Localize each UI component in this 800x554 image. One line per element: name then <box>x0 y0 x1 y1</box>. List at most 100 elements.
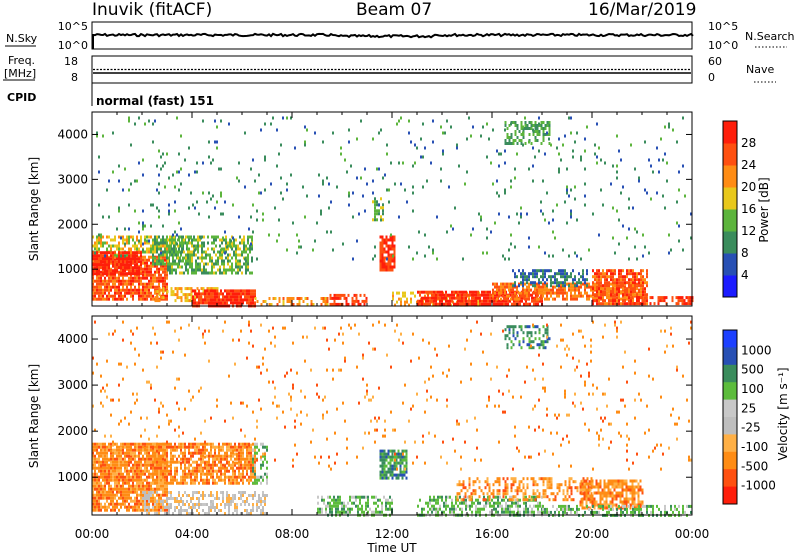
power-cell <box>138 161 140 165</box>
velocity-cell <box>140 448 142 452</box>
power-cell <box>142 273 144 277</box>
power-cell <box>179 265 181 269</box>
power-cell <box>676 221 678 225</box>
velocity-cell <box>132 442 134 446</box>
power-cell <box>144 238 146 242</box>
velocity-cell <box>112 454 114 458</box>
velocity-cell <box>242 478 244 482</box>
power-cell <box>483 296 485 300</box>
velocity-cell <box>124 502 126 506</box>
power-cell <box>535 302 537 306</box>
power-cell <box>241 250 243 254</box>
velocity-cell <box>156 442 158 446</box>
velocity-cell <box>130 448 132 452</box>
power-cell <box>355 296 358 300</box>
power-cell <box>468 116 470 120</box>
power-cell <box>402 294 404 298</box>
power-cell <box>128 247 130 251</box>
velocity-cell <box>256 451 258 455</box>
power-cell <box>189 259 191 263</box>
velocity-cell <box>106 481 108 485</box>
velocity-cell <box>214 463 216 467</box>
power-cell <box>212 295 214 299</box>
power-cell <box>661 299 664 303</box>
power-cell <box>540 121 543 124</box>
power-cell <box>424 294 426 298</box>
power-cell <box>116 288 118 292</box>
power-cell <box>104 288 106 292</box>
power-cell <box>100 257 102 261</box>
power-cell <box>465 296 467 300</box>
power-cell <box>616 287 618 291</box>
velocity-cell <box>152 463 154 467</box>
freq-tick-high: 18 <box>64 55 78 68</box>
power-cell <box>337 296 340 300</box>
power-cell <box>114 282 116 286</box>
velocity-cell <box>218 460 220 464</box>
power-cell <box>432 251 434 255</box>
power-cell <box>566 297 568 301</box>
power-cell <box>594 293 596 297</box>
power-cell <box>100 241 102 245</box>
velocity-cell <box>166 463 168 467</box>
power-cell <box>150 291 152 295</box>
power-cell <box>146 297 148 301</box>
power-cell <box>98 241 100 245</box>
power-cell <box>449 296 451 300</box>
power-cell <box>494 221 496 225</box>
power-cell <box>514 121 517 124</box>
power-cell <box>632 299 634 303</box>
velocity-cell <box>196 460 198 464</box>
power-cell <box>626 272 628 276</box>
power-cell <box>600 281 602 285</box>
cpid-label: CPID <box>7 91 36 104</box>
power-cell <box>152 273 154 277</box>
velocity-cell <box>168 442 170 446</box>
velocity-cell <box>98 457 100 461</box>
power-cell <box>254 289 256 293</box>
power-cell <box>523 302 525 306</box>
power-cell <box>628 296 630 300</box>
power-cell <box>130 266 132 270</box>
power-cell <box>260 191 262 195</box>
velocity-cell <box>158 469 160 473</box>
power-cell <box>600 287 602 291</box>
velocity-cell <box>146 469 148 473</box>
power-cell <box>548 130 551 133</box>
power-cell <box>473 299 475 303</box>
velocity-cell <box>208 472 210 476</box>
power-cell <box>507 302 509 306</box>
power-cell <box>628 206 630 210</box>
power-cell <box>108 282 110 286</box>
power-cell <box>239 235 241 239</box>
velocity-cell <box>134 445 136 449</box>
velocity-cell <box>162 481 164 485</box>
power-cell <box>628 302 630 306</box>
power-cell <box>481 302 483 306</box>
power-cell <box>574 275 576 279</box>
power-cell <box>379 235 382 239</box>
power-cell <box>514 297 516 301</box>
velocity-cell <box>132 454 134 458</box>
power-cell <box>114 238 116 242</box>
power-cell <box>244 257 246 261</box>
power-cell <box>168 256 170 260</box>
power-cell <box>556 294 558 298</box>
power-cell <box>102 254 104 258</box>
velocity-cell <box>104 475 106 479</box>
power-cell <box>180 253 182 257</box>
power-cell <box>152 297 154 301</box>
power-cell <box>134 269 136 273</box>
power-cell <box>324 297 327 300</box>
power-cell <box>146 247 148 251</box>
power-cell <box>152 262 154 266</box>
velocity-cell <box>246 472 248 476</box>
power-cell <box>158 259 160 263</box>
velocity-cell <box>108 448 110 452</box>
velocity-cell <box>192 481 194 485</box>
power-cell <box>108 272 110 276</box>
power-cell <box>448 185 450 189</box>
velocity-cell <box>248 448 250 452</box>
power-cell <box>451 290 453 294</box>
velocity-cell <box>148 487 150 491</box>
